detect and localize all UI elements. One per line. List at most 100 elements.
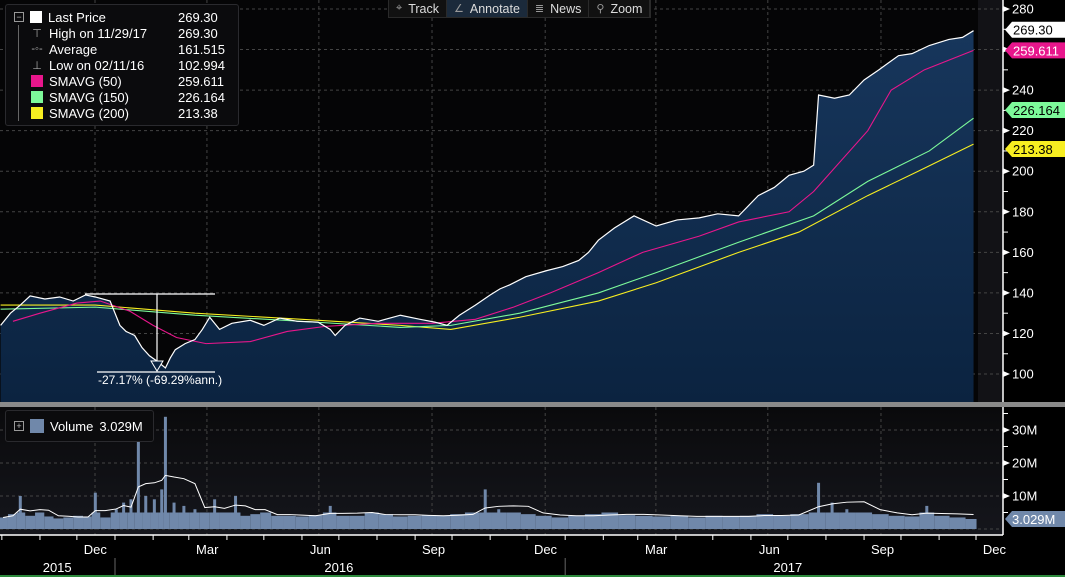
toolbar-zoom-button[interactable]: ⚲ Zoom: [589, 0, 651, 17]
volume-bar: [904, 516, 920, 529]
legend-name: Last Price: [48, 9, 106, 25]
month-label: Sep: [422, 542, 445, 557]
month-label: Jun: [310, 542, 331, 557]
volume-spike-bar: [328, 505, 332, 529]
volume-bar: [260, 512, 272, 529]
tree-connector: [18, 73, 25, 89]
volume-average-line: [2, 474, 974, 518]
volume-bar: [100, 517, 111, 529]
month-label: Dec: [84, 542, 108, 557]
toolbar-label: Track: [408, 1, 439, 16]
legend-name: SMAVG (50): [49, 73, 122, 89]
volume-bar: [35, 512, 45, 529]
volume-bar: [635, 515, 653, 529]
volume-bar: [421, 515, 437, 529]
legend-glyph-icon: ⊤: [32, 27, 42, 40]
toolbar-news-button[interactable]: ≣ News: [528, 0, 590, 17]
volume-bar: [199, 512, 210, 529]
expand-icon[interactable]: +: [14, 421, 24, 431]
volume-spike-bar: [163, 416, 167, 529]
volume-legend-name: Volume: [50, 418, 94, 434]
arrow-down-icon: [150, 360, 164, 372]
month-label: Mar: [645, 542, 668, 557]
price-tick-label: 180: [1012, 204, 1034, 219]
legend-value: 161.515: [178, 41, 225, 57]
legend-swatch: [31, 107, 43, 119]
legend-name: High on 11/29/17: [49, 25, 148, 41]
volume-spike-bar: [160, 489, 164, 529]
volume-spike-bar: [925, 505, 929, 529]
volume-last-label: 3.029M: [1012, 512, 1055, 527]
volume-bar: [44, 516, 54, 529]
legend-value: 102.994: [178, 57, 225, 73]
price-tick-label: 140: [1012, 285, 1034, 300]
legend-item: SMAVG (50) 259.611: [6, 73, 238, 89]
volume-bar: [965, 519, 977, 529]
legend-value: 259.611: [178, 73, 225, 89]
tick-mark: [1003, 249, 1010, 256]
legend-value: 269.30: [178, 25, 218, 41]
tick-mark: [1003, 330, 1010, 337]
volume-spike-bar: [152, 499, 156, 529]
volume-bar: [790, 514, 809, 529]
legend-swatch: [30, 11, 42, 23]
volume-bar: [934, 515, 950, 529]
volume-spike-bar: [18, 496, 22, 529]
last-value-label: 269.30: [1013, 23, 1053, 38]
volume-bar: [535, 515, 552, 529]
volume-bar: [392, 516, 408, 529]
volume-spike-bar: [234, 496, 238, 529]
volume-bar: [688, 517, 706, 529]
tick-mark: [1003, 371, 1010, 378]
toolbar-track-button[interactable]: ⌖ Track: [389, 0, 447, 17]
volume-spike-bar: [483, 489, 487, 529]
crosshair-icon: ⌖: [396, 2, 403, 14]
month-label: Jun: [759, 542, 780, 557]
volume-bar: [283, 515, 296, 529]
volume-bar: [670, 515, 689, 529]
price-tick-label: 200: [1012, 164, 1034, 179]
volume-spike-bar: [213, 499, 217, 529]
tick-mark: [1003, 6, 1010, 12]
legend-item: ⊤ High on 11/29/17 269.30: [6, 25, 238, 41]
volume-spike-bar: [172, 502, 176, 529]
volume-spike-bar: [817, 482, 821, 529]
year-label: 2016: [324, 560, 353, 575]
legend-swatch: [31, 75, 43, 87]
price-tick-label: 220: [1012, 123, 1034, 138]
toolbar-label: Annotate: [469, 1, 520, 16]
series-line-smavg-200-: [0, 143, 974, 330]
volume-bar: [652, 516, 671, 529]
tick-mark: [1003, 493, 1010, 499]
volume-bar: [520, 514, 536, 529]
volume-bar: [250, 514, 261, 529]
tree-connector: [18, 105, 25, 121]
toolbar-label: Zoom: [610, 1, 643, 16]
volume-bar: [464, 512, 480, 529]
legend-name: Low on 02/11/16: [49, 57, 145, 73]
volume-bar: [601, 512, 619, 529]
volume-bar: [364, 512, 379, 529]
volume-tick-label: 20M: [1012, 456, 1037, 471]
volume-spike-bar: [182, 505, 186, 529]
volume-bar: [756, 514, 774, 529]
volume-bar: [295, 516, 309, 529]
volume-bar: [808, 512, 826, 529]
toolbar-annotate-button[interactable]: ∠ Annotate: [447, 0, 528, 17]
last-value-label: 226.164: [1013, 103, 1060, 118]
collapse-icon[interactable]: −: [14, 12, 24, 22]
legend-item: ⊥ Low on 02/11/16 102.994: [6, 57, 238, 73]
drawdown-annotation[interactable]: -27.17% (-69.29%ann.): [85, 293, 222, 387]
tick-mark: [1003, 87, 1010, 94]
price-area-fill: [0, 30, 974, 403]
volume-bar: [506, 512, 521, 529]
last-value-label: 213.38: [1013, 142, 1053, 157]
volume-spike-bar: [830, 502, 834, 529]
panel-splitter[interactable]: [0, 402, 1065, 407]
volume-bar: [25, 515, 36, 529]
volume-legend: + Volume 3.029M: [5, 410, 154, 442]
tree-connector: [18, 89, 25, 105]
volume-bar: [773, 515, 791, 529]
volume-spike-bar: [144, 496, 148, 529]
